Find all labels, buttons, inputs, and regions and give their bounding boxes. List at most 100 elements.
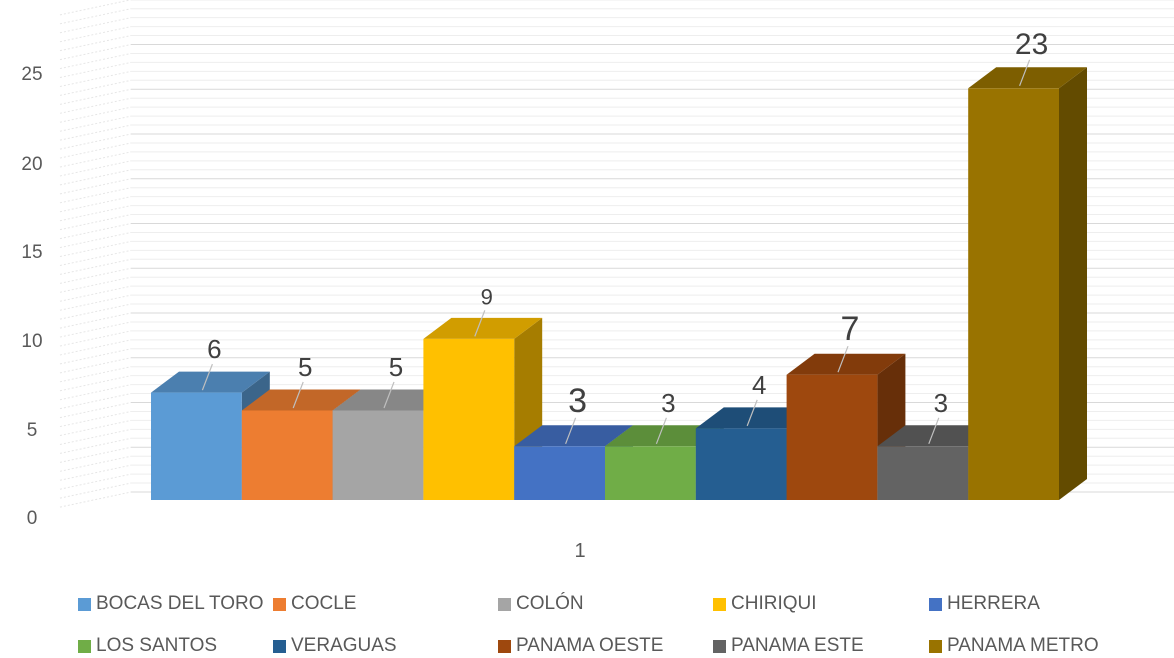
bar-top [695, 407, 815, 429]
data-label: 3 [928, 388, 948, 445]
y-tick-label: 25 [21, 64, 42, 85]
bar-top [786, 353, 906, 375]
bar-front [968, 88, 1059, 501]
bar-top [514, 425, 633, 447]
bar-front [695, 428, 787, 500]
bar-top [241, 389, 361, 411]
y-tick-label: 20 [21, 154, 42, 175]
y-tick-label: 15 [21, 242, 42, 263]
data-label: 9 [474, 284, 493, 337]
side-wall-gridline [59, 240, 132, 258]
side-wall-gridline [59, 133, 132, 150]
leader-line [928, 417, 940, 445]
side-wall-gridline [59, 151, 132, 168]
bar-panama-metro [968, 67, 1087, 501]
y-tick-label: 10 [21, 331, 42, 352]
data-label-text: 23 [1015, 28, 1048, 61]
side-wall-gridline [59, 446, 132, 463]
side-wall-gridline [59, 339, 132, 356]
data-label: 3 [565, 382, 587, 445]
side-wall-gridline [59, 79, 132, 96]
side-wall-gridline [59, 26, 132, 43]
leader-line [655, 417, 667, 445]
side-wall-gridline [59, 330, 132, 347]
side-wall-gridline [59, 0, 132, 16]
side-wall-gridline [59, 124, 132, 141]
data-label: 4 [746, 370, 766, 427]
side-wall-gridline [59, 393, 132, 410]
leader-line [1019, 59, 1031, 87]
leader-line [201, 363, 213, 391]
side-wall-gridline [59, 249, 132, 266]
data-label-text: 6 [207, 334, 221, 364]
side-wall-gridline [59, 205, 132, 222]
leader-line [474, 310, 486, 337]
leader-line [837, 345, 849, 373]
y-tick-label: 5 [27, 420, 38, 441]
side-wall-gridline [59, 348, 132, 365]
side-wall-gridline [59, 44, 132, 61]
side-wall-gridline [59, 276, 132, 293]
data-labels: 6 5 5 9 3 3 4 7 3 23 [201, 28, 1048, 445]
side-wall-gridline [59, 267, 132, 284]
side-wall-gridline [59, 410, 132, 428]
leader-line [383, 381, 395, 409]
bar-front [605, 446, 696, 500]
bar-front [241, 410, 333, 500]
bar-front [877, 446, 969, 500]
y-tick-label: 0 [27, 508, 38, 529]
bar-col-n [332, 389, 452, 500]
side-wall-gridline [59, 70, 132, 87]
side-wall-gridline [59, 482, 132, 499]
side-wall-gridline [59, 285, 132, 302]
leader-line [746, 399, 758, 427]
data-label: 23 [1015, 28, 1048, 87]
side-wall-gridline [59, 419, 132, 437]
side-wall-gridline [59, 357, 132, 374]
leader-line [292, 381, 304, 409]
y-axis-ticks: 0 5 10 15 20 25 [21, 64, 42, 529]
bar-front [786, 374, 878, 500]
bar-top [332, 389, 452, 411]
side-wall-gridline [59, 231, 132, 249]
side-wall-gridline [59, 8, 132, 25]
data-label-text: 5 [389, 352, 403, 382]
bar-top [423, 317, 543, 339]
side-wall-gridline [59, 106, 132, 123]
bar-front [151, 392, 242, 500]
bar-front [514, 446, 605, 500]
data-label: 6 [201, 334, 222, 391]
data-label-text: 3 [934, 388, 948, 418]
bars [151, 67, 1087, 501]
side-wall-gridline [59, 303, 132, 320]
data-label-text: 3 [661, 388, 675, 418]
bar-front [423, 338, 515, 500]
side-wall-gridline [59, 35, 132, 52]
side-wall-gridline [59, 294, 132, 311]
side-wall-gridline [59, 321, 132, 338]
side-wall-gridline [59, 428, 132, 445]
bar-front [332, 410, 424, 500]
side-wall-gridline [59, 178, 132, 195]
data-label-text: 5 [298, 352, 312, 382]
side-wall-gridline [59, 61, 132, 79]
side-wall-gridline [59, 214, 132, 231]
side-wall-gridline [59, 437, 132, 454]
side-wall-gridline [59, 375, 132, 392]
data-label: 7 [837, 310, 859, 373]
side-wall-gridline [59, 258, 132, 275]
bar-top [151, 371, 270, 393]
data-label: 5 [292, 352, 312, 409]
side-wall-gridline [59, 97, 132, 114]
side-wall-gridline [59, 160, 132, 177]
data-label-text: 3 [568, 382, 587, 420]
bar-side [1059, 67, 1087, 501]
side-wall-gridline [59, 402, 132, 419]
category-label: 1 [574, 540, 585, 562]
side-wall-gridline [59, 169, 132, 186]
side-wall-gridline [59, 196, 132, 213]
side-wall-gridline [59, 142, 132, 159]
side-wall-gridline [59, 88, 132, 105]
data-label-text: 4 [752, 370, 766, 400]
